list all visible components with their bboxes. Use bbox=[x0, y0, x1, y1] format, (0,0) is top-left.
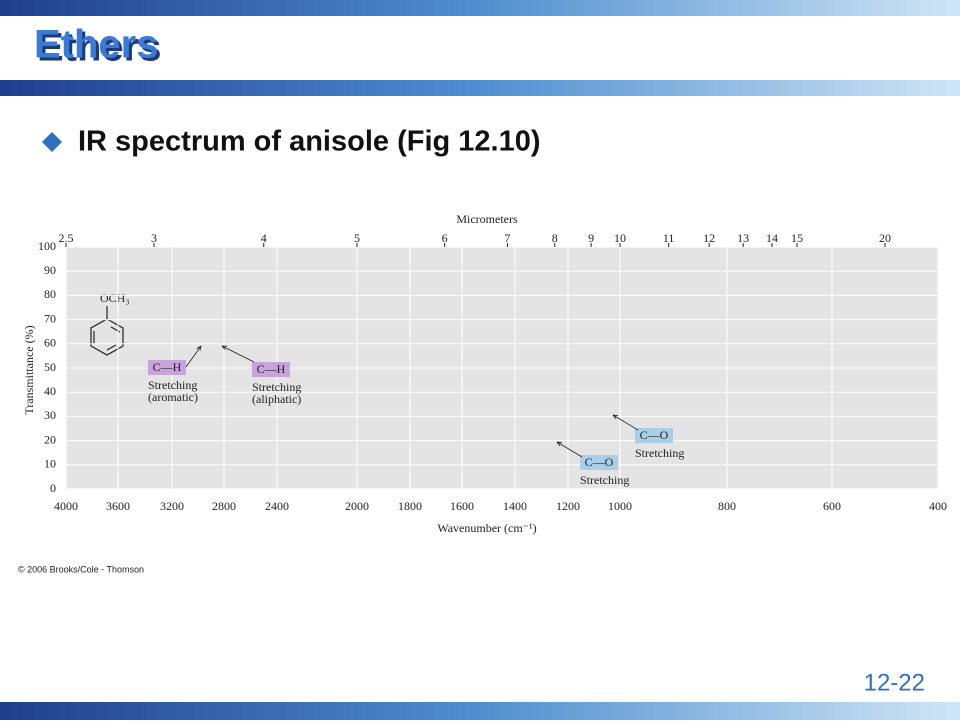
bond bbox=[106, 344, 117, 351]
x2-tick-label: 9 bbox=[588, 231, 594, 245]
y-axis-label: Transmittance (%) bbox=[22, 325, 36, 414]
x-tick-label: 1800 bbox=[398, 499, 422, 513]
bullet-text: IR spectrum of anisole (Fig 12.10) bbox=[78, 126, 541, 158]
title-band bbox=[0, 80, 960, 96]
x2-tick-label: 15 bbox=[791, 231, 803, 245]
top-band bbox=[0, 0, 960, 16]
annotation-arrow bbox=[612, 414, 639, 431]
y-tick-label: 30 bbox=[44, 408, 56, 422]
annotation-label: C—O bbox=[640, 428, 669, 442]
y-tick-label: 80 bbox=[44, 287, 56, 301]
x2-tick-label: 5 bbox=[354, 231, 360, 245]
bullet-icon bbox=[42, 132, 62, 152]
y-tick-label: 20 bbox=[44, 432, 56, 446]
bottom-band bbox=[0, 702, 960, 720]
y-tick-label: 40 bbox=[44, 384, 56, 398]
x-tick-label: 400 bbox=[929, 499, 947, 513]
x2-tick-label: 10 bbox=[614, 231, 626, 245]
structure-label: OCH₃ bbox=[100, 291, 130, 305]
x-tick-label: 2800 bbox=[212, 499, 236, 513]
x2-tick-label: 3 bbox=[151, 231, 157, 245]
annotation-text: Stretching bbox=[148, 378, 197, 392]
y-tick-label: 50 bbox=[44, 360, 56, 374]
x2-tick-label: 4 bbox=[261, 231, 267, 245]
page-number: 12-22 bbox=[864, 669, 925, 696]
x2-tick-label: 14 bbox=[766, 231, 778, 245]
y-tick-label: 90 bbox=[44, 263, 56, 277]
annotation-arrow bbox=[221, 345, 255, 363]
annotation-box bbox=[635, 428, 673, 443]
x-tick-label: 600 bbox=[823, 499, 841, 513]
annotation-label: C—H bbox=[257, 362, 286, 376]
x2-tick-label: 8 bbox=[552, 231, 558, 245]
x2-tick-label: 20 bbox=[879, 231, 891, 245]
annotation-arrow bbox=[185, 345, 202, 368]
slide-title: Ethers bbox=[34, 23, 159, 67]
title-shadow: Ethers bbox=[37, 26, 162, 70]
copyright: © 2006 Brooks/Cole - Thomson bbox=[18, 564, 144, 574]
x-tick-label: 3600 bbox=[106, 499, 130, 513]
x-tick-label: 1000 bbox=[608, 499, 632, 513]
x2-tick-label: 12 bbox=[703, 231, 715, 245]
benzene-ring bbox=[90, 318, 124, 356]
x-tick-label: 3200 bbox=[160, 499, 184, 513]
annotation-text: (aromatic) bbox=[148, 390, 198, 404]
annotation-text: Stretching bbox=[635, 446, 684, 460]
x2-tick-label: 6 bbox=[442, 231, 448, 245]
annotation-box bbox=[252, 362, 290, 377]
arrow-head bbox=[556, 441, 563, 447]
x-axis-label: Wavenumber (cm⁻¹) bbox=[437, 521, 536, 535]
x2-tick-label: 7 bbox=[504, 231, 510, 245]
y-tick-label: 60 bbox=[44, 336, 56, 350]
x2-axis-label: Micrometers bbox=[456, 212, 518, 226]
y-tick-label: 10 bbox=[44, 457, 56, 471]
x-tick-label: 1600 bbox=[450, 499, 474, 513]
arrow-head bbox=[221, 345, 228, 351]
x2-tick-label: 13 bbox=[737, 231, 749, 245]
x-tick-label: 1200 bbox=[556, 499, 580, 513]
arrow-head bbox=[612, 414, 619, 420]
annotation-box bbox=[148, 360, 186, 375]
y-tick-label: 0 bbox=[50, 481, 56, 495]
y-tick-label: 100 bbox=[38, 239, 56, 253]
x-tick-label: 2400 bbox=[265, 499, 289, 513]
x2-tick-label: 2.5 bbox=[59, 231, 74, 245]
x2-tick-label: 11 bbox=[663, 231, 675, 245]
x-tick-label: 800 bbox=[718, 499, 736, 513]
annotation-arrow bbox=[556, 441, 583, 458]
annotation-text: (aliphatic) bbox=[252, 392, 301, 406]
x-tick-label: 4000 bbox=[54, 499, 78, 513]
x-tick-label: 2000 bbox=[345, 499, 369, 513]
annotation-label: C—H bbox=[153, 360, 182, 374]
y-tick-label: 70 bbox=[44, 311, 56, 325]
arrow-head bbox=[196, 345, 202, 351]
annotation-text: Stretching bbox=[580, 473, 629, 487]
annotation-text: Stretching bbox=[252, 380, 301, 394]
annotation-box bbox=[580, 455, 618, 470]
x-tick-label: 1400 bbox=[503, 499, 527, 513]
annotation-label: C—O bbox=[585, 455, 614, 469]
